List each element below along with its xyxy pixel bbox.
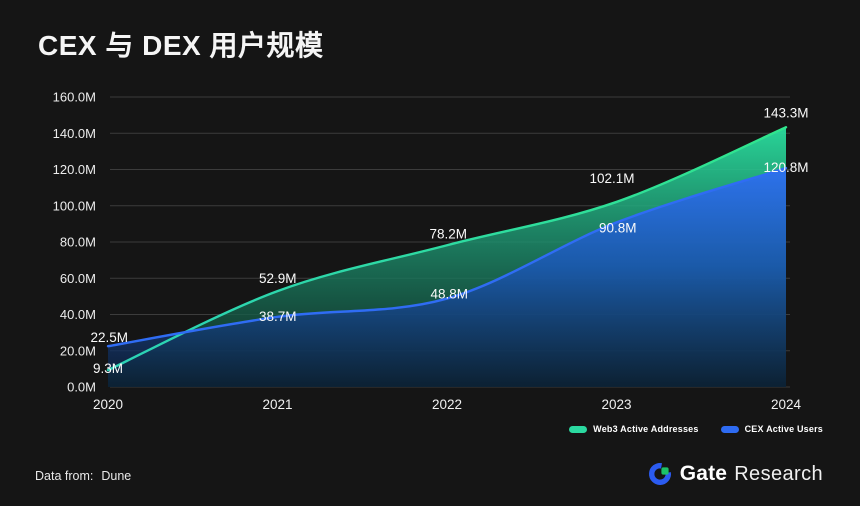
x-axis-tick-label: 2022 — [432, 397, 462, 412]
y-axis-tick-label: 160.0M — [53, 90, 96, 105]
data-label: 48.8M — [430, 287, 468, 302]
x-axis-tick-label: 2021 — [262, 397, 292, 412]
y-axis-tick-label: 80.0M — [60, 235, 96, 250]
gate-logo-icon — [648, 463, 671, 485]
line-cex — [106, 166, 788, 348]
y-axis-tick-label: 0.0M — [67, 380, 96, 395]
legend-swatch-web3 — [569, 425, 588, 433]
data-label: 38.7M — [259, 309, 297, 324]
data-source-value: Dune — [101, 469, 132, 483]
x-axis-tick-label: 2024 — [771, 397, 802, 412]
data-source-label: Data from: — [35, 469, 94, 483]
data-label: 22.5M — [90, 330, 128, 345]
gate-square — [661, 467, 669, 475]
brand-name: Gate — [679, 462, 728, 485]
legend-label-web3: Web3 Active Addresses — [593, 424, 699, 434]
legend-item-web3: Web3 Active Addresses — [569, 424, 698, 434]
data-label: 120.8M — [763, 160, 808, 175]
y-axis-tick-label: 140.0M — [53, 126, 96, 141]
data-label: 78.2M — [429, 226, 467, 241]
y-axis-tick-label: 40.0M — [60, 307, 96, 322]
x-axis-tick-label: 2020 — [93, 397, 123, 412]
page-title: CEX 与 DEX 用户规模 — [38, 30, 324, 61]
legend-label-cex: CEX Active Users — [744, 424, 823, 434]
y-axis-tick-label: 20.0M — [60, 343, 96, 358]
gate-ring — [648, 463, 671, 485]
data-label: 52.9M — [259, 271, 297, 286]
gate-research-logo: Gate Research — [648, 461, 823, 487]
chart-legend: Web3 Active Addresses CEX Active Users — [569, 424, 823, 434]
brand-suffix: Research — [734, 462, 823, 485]
data-source: Data from: Dune — [35, 469, 131, 483]
y-axis-tick-label: 60.0M — [60, 271, 96, 286]
y-axis-tick-label: 120.0M — [53, 162, 96, 177]
data-label: 90.8M — [599, 220, 637, 235]
line-web3 — [106, 126, 788, 372]
data-label: 143.3M — [763, 105, 808, 120]
y-axis-tick-label: 100.0M — [53, 198, 96, 213]
legend-swatch-cex — [720, 425, 739, 433]
data-label: 9.3M — [93, 361, 123, 376]
legend-item-cex: CEX Active Users — [720, 424, 823, 434]
data-label: 102.1M — [589, 171, 634, 186]
x-axis-tick-label: 2023 — [601, 397, 631, 412]
